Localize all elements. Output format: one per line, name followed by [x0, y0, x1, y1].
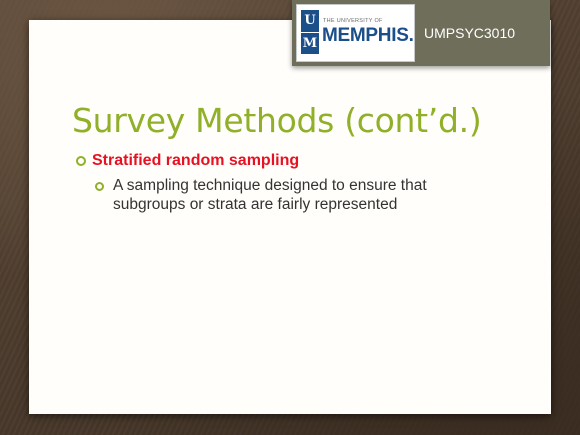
- logo-name-text: MEMPHIS.: [322, 25, 414, 46]
- course-code: UMPSYC3010: [424, 25, 516, 41]
- slide: U M THE UNIVERSITY OF MEMPHIS. UMPSYC301…: [29, 0, 551, 414]
- logo-banner: U M THE UNIVERSITY OF MEMPHIS. UMPSYC301…: [292, 0, 550, 66]
- university-logo: U M THE UNIVERSITY OF MEMPHIS.: [296, 4, 415, 62]
- bullet-item: Stratified random sampling A sampling te…: [75, 150, 515, 214]
- monogram-letter-u: U: [304, 13, 316, 28]
- ring-bullet-icon: [95, 182, 104, 191]
- um-monogram-icon: U M: [301, 10, 319, 54]
- sub-bullet-item: A sampling technique designed to ensure …: [92, 176, 515, 214]
- sub-bullet-text: A sampling technique designed to ensure …: [113, 177, 427, 213]
- bullet-list: Stratified random sampling A sampling te…: [75, 150, 515, 214]
- slide-title: Survey Methods (cont’d.): [72, 101, 482, 140]
- logo-prefix-text: THE UNIVERSITY OF: [323, 18, 383, 24]
- bullet-heading: Stratified random sampling: [92, 152, 300, 169]
- monogram-letter-m: M: [301, 32, 319, 54]
- ring-bullet-icon: [76, 156, 86, 166]
- sub-bullet-list: A sampling technique designed to ensure …: [92, 176, 515, 214]
